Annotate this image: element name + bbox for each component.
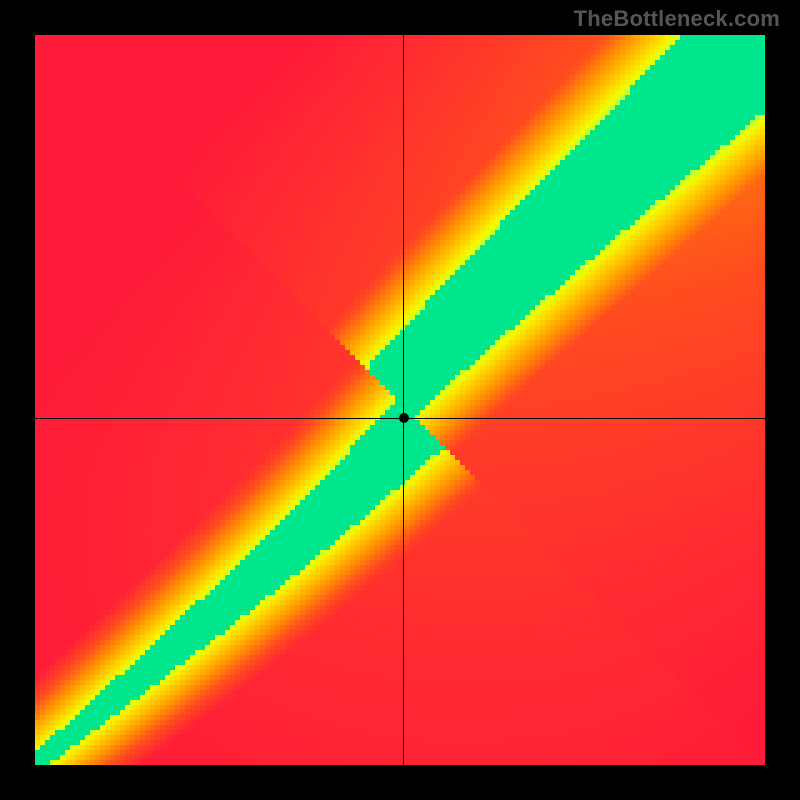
bottleneck-heatmap bbox=[35, 35, 765, 765]
chart-container: TheBottleneck.com bbox=[0, 0, 800, 800]
data-point-marker bbox=[399, 413, 409, 423]
attribution-label: TheBottleneck.com bbox=[574, 6, 780, 32]
crosshair-vertical bbox=[403, 35, 405, 765]
